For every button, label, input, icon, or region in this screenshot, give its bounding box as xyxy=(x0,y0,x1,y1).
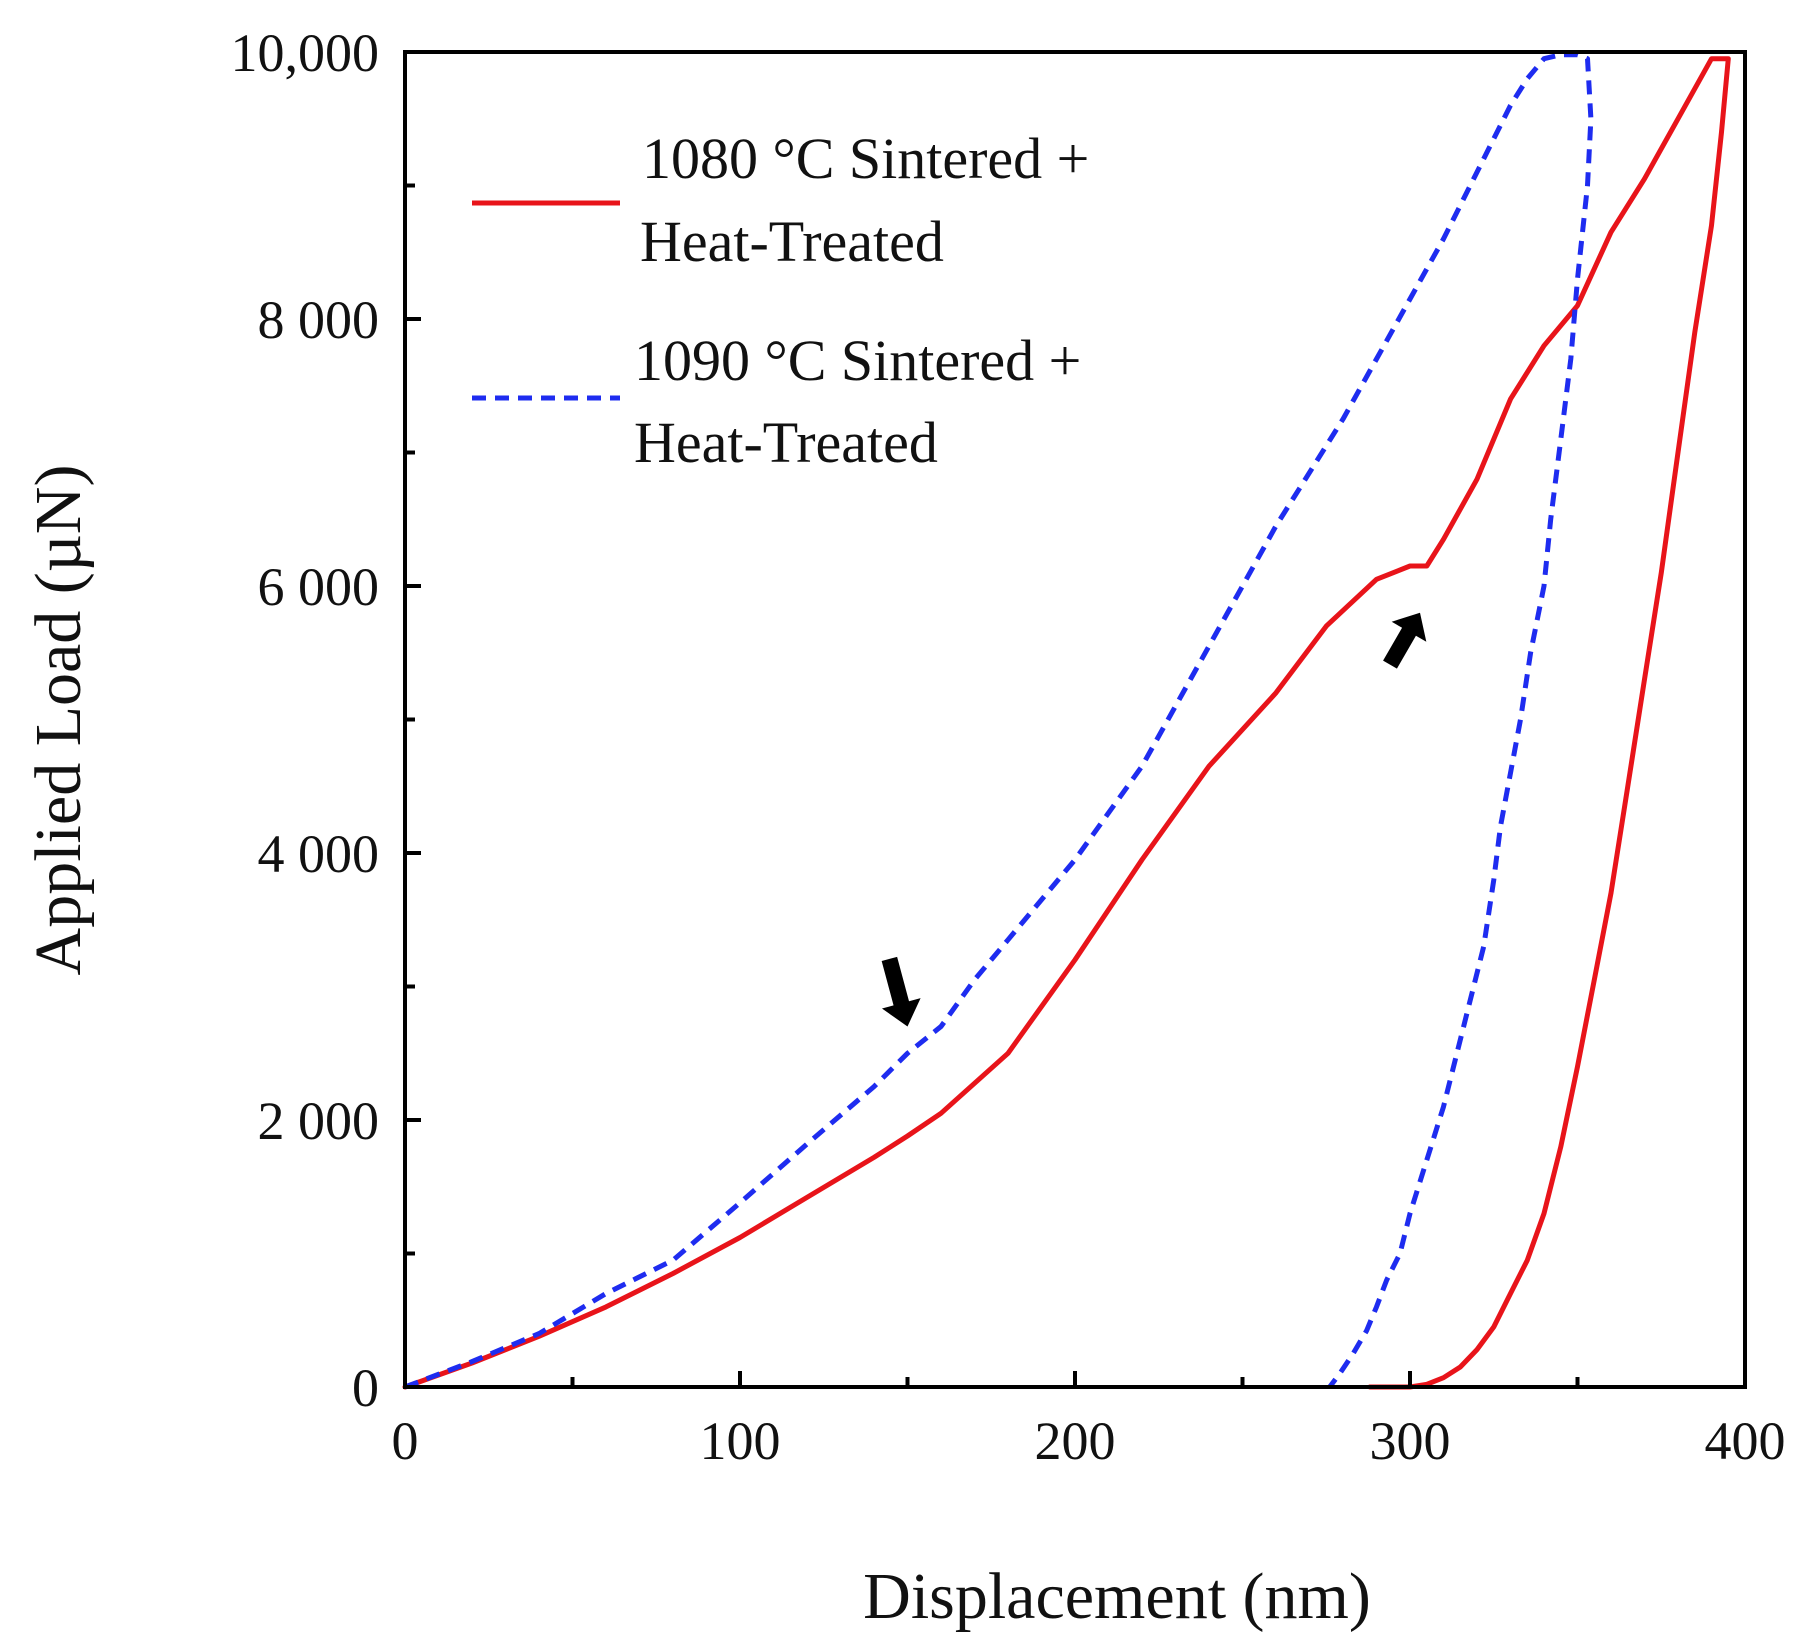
legend-label-series-1-line-1: 1080 °C Sintered + xyxy=(642,126,1089,191)
x-axis-ticks: 0 100 200 300 400 xyxy=(392,1371,1786,1471)
x-axis-title: Displacement (nm) xyxy=(863,1560,1371,1633)
annotation-arrow-down xyxy=(881,956,921,1027)
x-tick-label: 100 xyxy=(700,1411,781,1471)
y-tick-label: 0 xyxy=(352,1358,379,1418)
x-tick-label: 0 xyxy=(392,1411,419,1471)
legend-label-series-2-line-2: Heat-Treated xyxy=(634,410,938,475)
x-tick-label: 400 xyxy=(1705,1411,1786,1471)
y-tick-label: 10,000 xyxy=(231,23,380,83)
x-tick-label: 200 xyxy=(1035,1411,1116,1471)
y-axis-title: Applied Load (µN) xyxy=(22,465,95,976)
x-tick-label: 300 xyxy=(1370,1411,1451,1471)
y-tick-label: 4 000 xyxy=(258,824,380,884)
y-tick-label: 2 000 xyxy=(258,1091,380,1151)
annotation-arrow-up xyxy=(1383,612,1427,669)
legend-label-series-2-line-1: 1090 °C Sintered + xyxy=(634,328,1081,393)
y-tick-label: 8 000 xyxy=(258,290,380,350)
series-line-1 xyxy=(402,56,1731,1390)
legend: 1080 °C Sintered + Heat-Treated 1090 °C … xyxy=(472,126,1089,475)
annotation-group xyxy=(881,612,1427,1027)
legend-label-series-1-line-2: Heat-Treated xyxy=(640,209,944,274)
series-line-2 xyxy=(404,52,1594,1390)
series-group xyxy=(402,52,1731,1390)
y-tick-label: 6 000 xyxy=(258,557,380,617)
y-axis-ticks: 0 2 000 4 000 6 000 8 000 10,000 xyxy=(231,23,421,1418)
